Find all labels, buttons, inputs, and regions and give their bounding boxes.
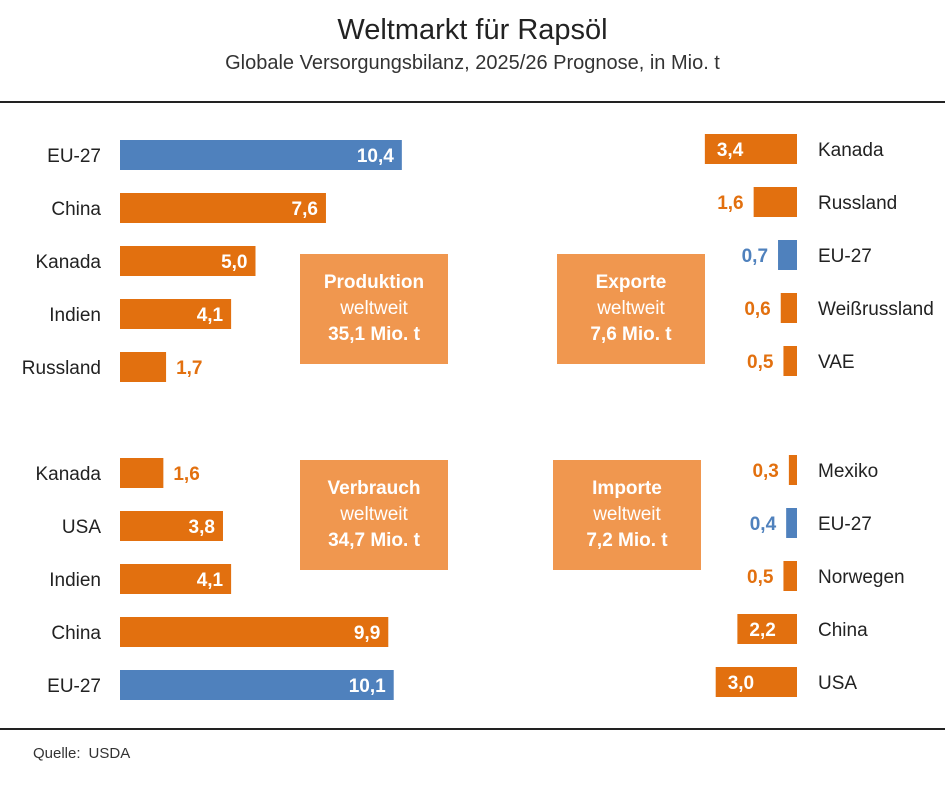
verbrauch-category-indien: Indien <box>49 570 101 591</box>
exporte-summary-box: Exporte weltweit 7,6 Mio. t <box>557 254 705 364</box>
exporte-category-kanada: Kanada <box>818 140 884 161</box>
importe-bar-eu-27 <box>786 508 797 538</box>
produktion-category-indien: Indien <box>49 305 101 326</box>
produktion-bar-china <box>120 193 326 223</box>
importe-category-usa: USA <box>818 673 857 694</box>
verbrauch-bar-kanada <box>120 458 164 488</box>
produktion-heading: Produktion <box>323 272 425 293</box>
exporte-category-eu-27: EU-27 <box>818 246 872 267</box>
exporte-value-russland: 1,6 <box>717 193 743 214</box>
exporte-bar-kanada <box>704 134 797 164</box>
verbrauch-category-kanada: Kanada <box>35 464 101 485</box>
produktion-sub: weltweit <box>340 298 408 319</box>
produktion-bar-russland <box>120 352 167 382</box>
verbrauch-value-china: 9,9 <box>354 623 380 644</box>
produktion-category-eu-27: EU-27 <box>47 146 101 167</box>
importe-value-eu-27: 0,4 <box>750 514 777 535</box>
verbrauch-value-usa: 3,8 <box>189 517 215 538</box>
produktion-bar-indien <box>120 299 232 329</box>
exporte-category-weissrussland: Weißrussland <box>818 299 934 320</box>
importe-value-china: 2,2 <box>749 620 775 641</box>
produktion-value-indien: 4,1 <box>197 305 224 326</box>
importe-bar-china <box>737 614 797 644</box>
verbrauch-bar-usa <box>120 511 223 541</box>
importe-summary-box: Importe weltweit 7,2 Mio. t <box>553 460 701 570</box>
verbrauch-heading: Verbrauch <box>327 478 421 499</box>
source-label: Quelle: <box>33 745 81 762</box>
importe-heading: Importe <box>592 478 662 499</box>
verbrauch-category-china: China <box>51 623 101 644</box>
importe-value-mexiko: 0,3 <box>752 461 778 482</box>
importe-value-norwegen: 0,5 <box>747 567 774 588</box>
exporte-value-vae: 0,5 <box>747 352 774 373</box>
produktion-category-kanada: Kanada <box>35 252 101 273</box>
source-note: Quelle: USDA <box>33 745 130 762</box>
exporte-category-vae: VAE <box>818 352 855 373</box>
exporte-value-weissrussland: 0,6 <box>744 299 770 320</box>
exporte-bar-russland <box>753 187 797 217</box>
produktion-bar-eu-27 <box>120 140 402 170</box>
importe-category-mexiko: Mexiko <box>818 461 878 482</box>
exporte-bar-eu-27 <box>778 240 797 270</box>
exporte-total: 7,6 Mio. t <box>590 324 672 345</box>
produktion-value-kanada: 5,0 <box>221 252 247 273</box>
verbrauch-category-usa: USA <box>62 517 101 538</box>
exporte-bar-weissrussland <box>780 293 797 323</box>
verbrauch-bar-china <box>120 617 389 647</box>
verbrauch-category-eu-27: EU-27 <box>47 676 101 697</box>
top-rule <box>0 101 945 103</box>
exporte-value-eu-27: 0,7 <box>742 246 768 267</box>
produktion-category-russland: Russland <box>22 358 101 379</box>
exporte-bar-vae <box>783 346 797 376</box>
exporte-heading: Exporte <box>595 272 667 293</box>
verbrauch-summary-box: Verbrauch weltweit 34,7 Mio. t <box>300 460 448 570</box>
importe-category-eu-27: EU-27 <box>818 514 872 535</box>
exporte-sub: weltweit <box>597 298 665 319</box>
verbrauch-value-eu-27: 10,1 <box>349 676 386 697</box>
source-value: USDA <box>88 745 131 762</box>
bottom-rule <box>0 728 945 730</box>
importe-bar-norwegen <box>783 561 797 591</box>
importe-value-usa: 3,0 <box>728 673 754 694</box>
importe-sub: weltweit <box>593 504 661 525</box>
produktion-summary-box: Produktion weltweit 35,1 Mio. t <box>300 254 448 364</box>
produktion-bar-kanada <box>120 246 256 276</box>
importe-category-norwegen: Norwegen <box>818 567 905 588</box>
verbrauch-total: 34,7 Mio. t <box>328 530 420 551</box>
produktion-value-eu-27: 10,4 <box>357 146 394 167</box>
chart-subtitle: Globale Versorgungsbilanz, 2025/26 Progn… <box>225 52 720 74</box>
produktion-category-china: China <box>51 199 101 220</box>
importe-total: 7,2 Mio. t <box>586 530 668 551</box>
verbrauch-bar-eu-27 <box>120 670 394 700</box>
chart-title: Weltmarkt für Rapsöl <box>337 14 608 46</box>
importe-bar-mexiko <box>788 455 797 485</box>
verbrauch-sub: weltweit <box>340 504 408 525</box>
verbrauch-value-indien: 4,1 <box>197 570 224 591</box>
produktion-value-china: 7,6 <box>292 199 318 220</box>
verbrauch-value-kanada: 1,6 <box>173 464 199 485</box>
exporte-value-kanada: 3,4 <box>717 140 744 161</box>
verbrauch-bar-indien <box>120 564 232 594</box>
importe-category-china: China <box>818 620 868 641</box>
produktion-value-russland: 1,7 <box>176 358 202 379</box>
produktion-total: 35,1 Mio. t <box>328 324 420 345</box>
exporte-category-russland: Russland <box>818 193 897 214</box>
importe-bar-usa <box>715 667 797 697</box>
